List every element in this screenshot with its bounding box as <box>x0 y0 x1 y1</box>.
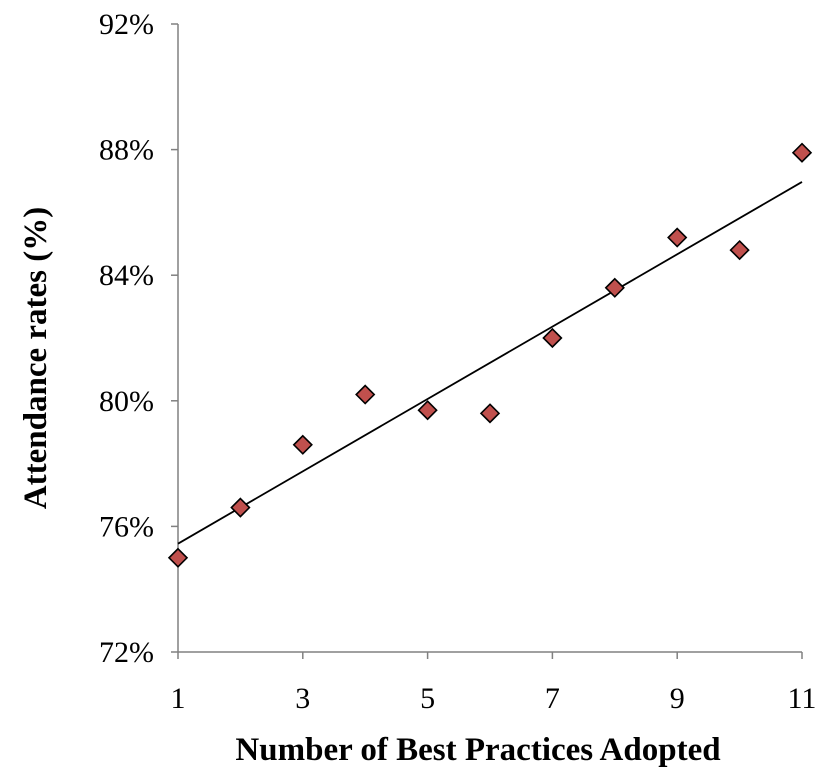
data-points <box>167 142 813 568</box>
y-tick-label: 72% <box>99 636 154 669</box>
x-tick-label: 3 <box>295 682 310 715</box>
x-tick-label: 11 <box>788 682 817 715</box>
y-tick-label: 88% <box>99 134 154 167</box>
data-point <box>292 434 313 455</box>
x-tick-label: 9 <box>670 682 685 715</box>
y-tick-label: 76% <box>99 510 154 543</box>
data-point <box>791 142 813 163</box>
data-point <box>479 403 501 424</box>
tick-marks <box>171 23 803 659</box>
x-axis-title: Number of Best Practices Adopted <box>235 732 720 768</box>
data-point <box>667 227 688 248</box>
y-axis-title: Attendance rates (%) <box>18 207 54 509</box>
x-tick-label: 7 <box>545 682 560 715</box>
data-point <box>417 400 438 421</box>
data-point <box>230 497 251 518</box>
tick-labels: 72% 76% 80% 84% 88% 92% 1 3 5 7 9 11 <box>99 8 816 715</box>
axes <box>177 24 802 653</box>
x-tick-label: 1 <box>171 682 186 715</box>
data-point <box>542 327 563 349</box>
y-tick-label: 84% <box>99 259 154 292</box>
trendline <box>177 181 803 545</box>
data-point <box>729 239 750 261</box>
data-point <box>167 547 189 568</box>
data-point <box>604 277 625 298</box>
y-tick-label: 92% <box>99 8 154 41</box>
y-tick-label: 80% <box>99 385 154 418</box>
x-tick-label: 5 <box>420 682 435 715</box>
trendline-group <box>177 181 803 545</box>
data-point <box>355 384 376 405</box>
